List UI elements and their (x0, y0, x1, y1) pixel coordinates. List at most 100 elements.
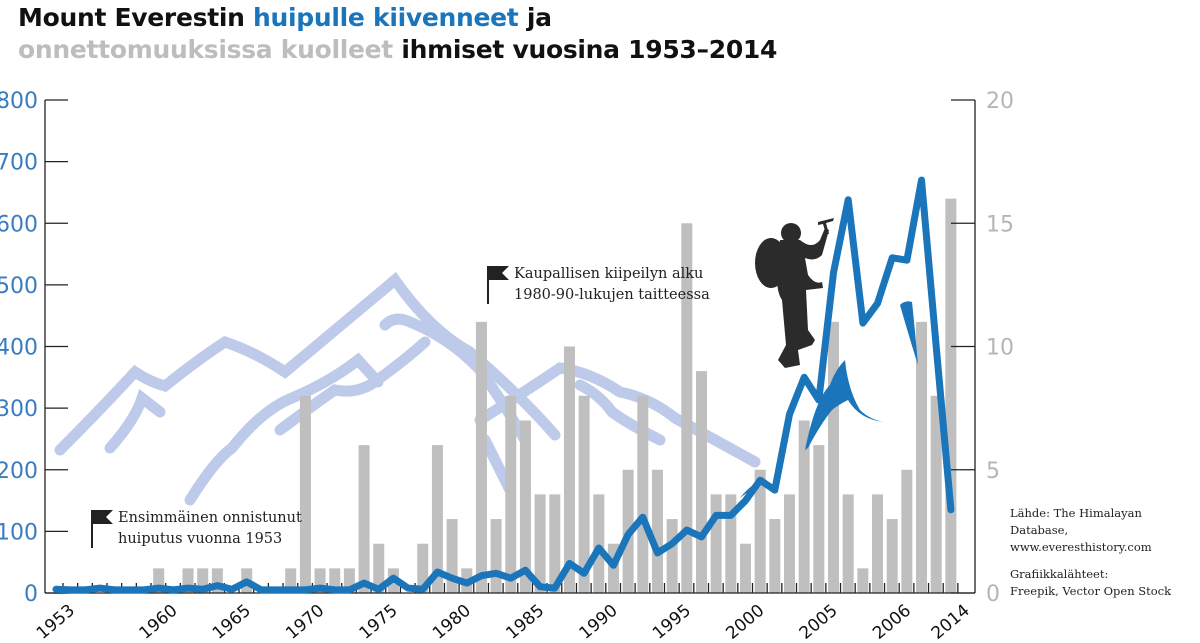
climber-body (777, 228, 829, 368)
death-bar (329, 568, 341, 593)
death-bar (842, 494, 854, 593)
summits-line (52, 176, 955, 594)
mountain-ribbon (54, 271, 561, 456)
graphics-source: Grafiikkalähteet: Freepik, Vector Open S… (1010, 566, 1171, 600)
x-axis-label: 1985 (502, 601, 548, 643)
source-text: Freepik, Vector Open Stock (1010, 584, 1172, 598)
death-bar (505, 395, 517, 593)
annotation-text: 1980-90-lukujen taitteessa (514, 287, 710, 303)
death-bar (373, 543, 385, 593)
death-bar (578, 395, 590, 593)
x-axis-label: 1970 (282, 601, 328, 643)
x-axis-label: 2005 (796, 601, 842, 643)
mountains-decoration (54, 271, 761, 506)
death-bar (930, 395, 942, 593)
annotation-text: huiputus vuonna 1953 (118, 531, 283, 547)
death-bar (739, 543, 751, 593)
death-bar (798, 420, 810, 593)
title-deaths-text: onnettomuuksissa kuolleet (18, 35, 393, 64)
death-bar (299, 395, 311, 593)
data-source: Lähde: The Himalayan Database, www.evere… (1010, 505, 1200, 556)
source-text: Grafiikkalähteet: (1010, 567, 1109, 581)
left-axis-label: 400 (0, 336, 38, 361)
death-bar (358, 445, 370, 593)
death-bar (945, 198, 957, 593)
death-bar (886, 519, 898, 593)
x-axis-label: 2000 (722, 601, 768, 643)
mountain-ribbon (104, 388, 166, 454)
death-bar (813, 445, 825, 593)
x-axis-label: 1980 (429, 601, 475, 643)
death-bar (637, 395, 649, 593)
left-axis-label: 0 (24, 582, 38, 607)
mountain-ribbon (184, 352, 384, 506)
ice-axe (818, 218, 834, 234)
x-axis-labels: 1953 1960 1965 1970 1975 1980 1985 1990 1995 2000… (33, 601, 974, 643)
death-bar (593, 494, 605, 593)
death-bar (769, 519, 781, 593)
x-axis-label: 1953 (33, 601, 79, 643)
x-axis-label: 1965 (209, 601, 255, 643)
right-axis-label: 10 (986, 336, 1014, 361)
death-bar (549, 494, 561, 593)
left-axis-label: 300 (0, 397, 38, 422)
death-bar (475, 321, 487, 593)
death-bar (666, 519, 678, 593)
right-axis-label: 5 (986, 459, 1000, 484)
death-bar (182, 568, 194, 593)
title-text: ja (518, 3, 552, 32)
mountain-ribbon (274, 336, 431, 436)
death-bar (211, 568, 223, 593)
death-bar (695, 371, 707, 593)
flourish (900, 301, 918, 365)
death-bar (563, 346, 575, 593)
death-bar (784, 494, 795, 593)
left-axis-label: 600 (0, 212, 38, 237)
death-bar (197, 568, 209, 593)
annotation-commercial: Kaupallisen kiipeilyn alku 1980-90-lukuj… (514, 264, 710, 306)
death-bar (857, 568, 869, 593)
climber-head (781, 223, 801, 243)
x-axis-label: 2006 (869, 601, 915, 643)
annotation-text: Ensimmäinen onnistunut (118, 510, 302, 526)
title-text: ihmiset vuosina 1953–2014 (392, 35, 778, 64)
death-bar (153, 568, 165, 593)
summits-flourishes (740, 301, 918, 498)
flourish (740, 480, 762, 498)
title-text: Mount Everestin (18, 3, 254, 32)
left-axis-labels: 0 100 200 300 400 500 600 700 800 (0, 89, 38, 607)
death-bar (519, 420, 531, 593)
death-bar (446, 519, 458, 593)
right-axis-labels: 0 5 10 15 20 (986, 89, 1014, 607)
left-axis-label: 700 (0, 151, 38, 176)
death-bar (343, 568, 355, 593)
death-bar (417, 543, 429, 593)
death-bar (725, 494, 737, 593)
death-bar (285, 568, 297, 593)
death-bar (490, 519, 502, 593)
death-bar (916, 321, 928, 593)
climber-silhouette (755, 218, 834, 368)
death-bar (901, 469, 913, 593)
left-axis-label: 800 (0, 89, 38, 114)
annotation-text: Kaupallisen kiipeilyn alku (514, 266, 704, 282)
death-bar (681, 223, 693, 593)
death-bar (431, 445, 443, 593)
death-bar (534, 494, 546, 593)
x-axis-label: 1975 (356, 601, 402, 643)
chart-title: Mount Everestin huipulle kiivenneet ja o… (18, 2, 777, 66)
death-bar (651, 469, 663, 593)
left-axis-label: 200 (0, 459, 38, 484)
death-bar (828, 321, 840, 593)
left-axis-label: 100 (0, 520, 38, 545)
title-summits-text: huipulle kiivenneet (253, 3, 519, 32)
left-axis-label: 500 (0, 274, 38, 299)
death-bar (314, 568, 326, 593)
x-axis-label: 1960 (136, 601, 182, 643)
right-axis-label: 20 (986, 89, 1014, 114)
death-bar (710, 494, 722, 593)
right-axis-label: 0 (986, 582, 1000, 607)
flourish (805, 360, 885, 450)
source-text: Lähde: The Himalayan Database, (1010, 506, 1142, 537)
